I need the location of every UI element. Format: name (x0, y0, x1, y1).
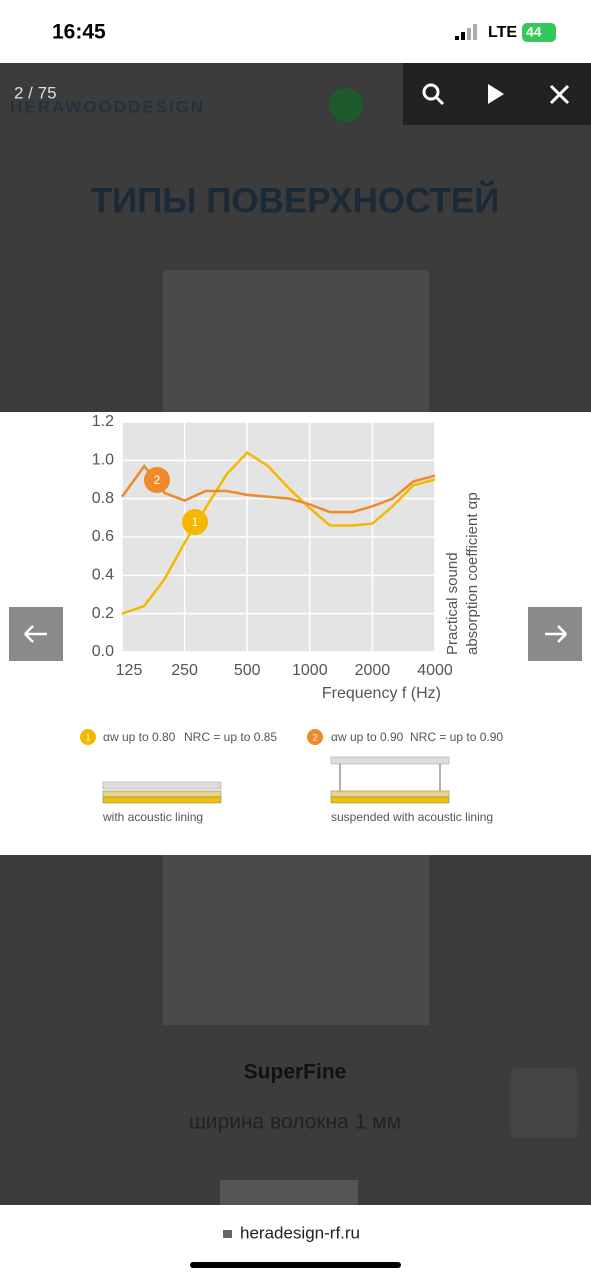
y-tick-label: 0.2 (92, 605, 114, 622)
x-tick-label: 500 (234, 662, 261, 679)
next-arrow (545, 625, 567, 643)
legend-rating: αw up to 0.80 (103, 730, 176, 744)
product-image (163, 270, 429, 412)
data-line (120, 463, 436, 514)
legend-nrc: NRC = up to 0.90 (410, 730, 503, 744)
series-marker (144, 467, 170, 493)
browser-bar (0, 1205, 591, 1280)
mount-hatch (102, 781, 222, 790)
y-tick-label: 0.6 (92, 528, 114, 545)
x-tick-label: 250 (171, 662, 198, 679)
x-tick-label: 1000 (292, 662, 328, 679)
legend-marker-label: 2 (312, 732, 317, 742)
network: LTE (488, 24, 517, 41)
legend-marker-label: 1 (85, 732, 90, 742)
legend-mounting: with acoustic lining (102, 810, 203, 824)
close-button[interactable] (549, 84, 570, 105)
x-tick-label: 125 (116, 662, 143, 679)
product-note: ширина волокна 1 мм (189, 1111, 401, 1134)
chart: 0.0 0.2 0.4 0.6 0.8 1.0 1.2 125 250 500 1000 2000 40… (80, 413, 503, 824)
y-axis-label: absorption coefficient αp (464, 492, 481, 655)
mount-panel (330, 796, 450, 804)
y-tick-label: 0.8 (92, 490, 114, 507)
mount-lining (102, 790, 222, 798)
data-line (121, 451, 436, 615)
y-tick-label: 0.0 (92, 643, 114, 660)
legend-nrc: NRC = up to 0.85 (184, 730, 277, 744)
prev-arrow (24, 625, 47, 643)
legend-mounting: suspended with acoustic lining (331, 810, 493, 824)
battery (522, 23, 556, 42)
time: 16:45 (52, 21, 106, 44)
lock-icon (223, 1230, 232, 1238)
signal (455, 24, 477, 40)
status-bar (0, 0, 591, 63)
legend-marker (307, 729, 323, 745)
y-axis-label: Practical sound (444, 552, 461, 655)
mount-lining (330, 790, 450, 798)
thumbnail (220, 1180, 358, 1205)
search-button[interactable] (422, 83, 445, 106)
x-tick-label: 4000 (417, 662, 453, 679)
mount-hatch (330, 756, 450, 765)
scroll-top[interactable] (510, 1068, 578, 1138)
whatsapp-icon[interactable] (329, 88, 363, 122)
y-tick-label: 1.0 (92, 452, 114, 469)
product-image (163, 855, 429, 1025)
legend-marker (80, 729, 96, 745)
counter: 2 / 75 (14, 83, 57, 102)
product-name: SuperFine (244, 1061, 347, 1084)
home-indicator (190, 1262, 401, 1268)
y-tick-label: 1.2 (92, 413, 114, 430)
x-tick-label: 2000 (355, 662, 391, 679)
series-marker-label: 2 (154, 473, 161, 487)
battery-level: 44 (526, 24, 542, 40)
heading: ТИПЫ ПОВЕРХНОСТЕЙ (91, 180, 500, 220)
play-button[interactable] (488, 84, 504, 104)
mount-panel (102, 796, 222, 804)
legend-rating: αw up to 0.90 (331, 730, 404, 744)
series-marker (182, 509, 208, 535)
x-axis-label: Frequency f (Hz) (322, 685, 441, 702)
y-tick-label: 0.4 (92, 567, 114, 584)
url[interactable]: heradesign-rf.ru (240, 1223, 360, 1242)
logo: HERAWOODDESIGN (10, 97, 205, 116)
series-marker-label: 1 (192, 515, 199, 529)
